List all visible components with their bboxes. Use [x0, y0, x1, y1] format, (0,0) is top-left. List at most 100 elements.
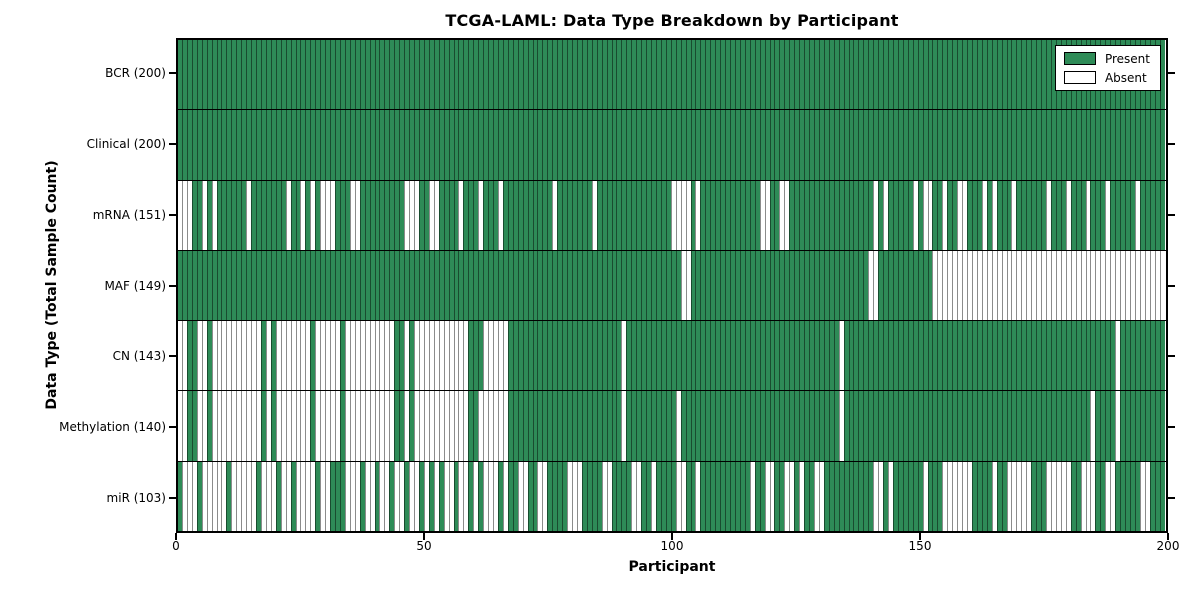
cell [813, 250, 819, 321]
cell [379, 180, 385, 250]
cell [843, 250, 849, 321]
cell [912, 40, 918, 110]
cell [1060, 180, 1066, 250]
cell [399, 461, 405, 531]
cell [280, 250, 286, 321]
cell [804, 461, 809, 531]
cell [256, 40, 261, 110]
cell [962, 110, 967, 180]
cell [794, 321, 800, 391]
cell [660, 250, 666, 321]
cell [221, 461, 227, 531]
y-tick-left [169, 72, 176, 75]
cell [749, 180, 755, 250]
cell [991, 250, 997, 321]
cell [201, 40, 207, 110]
cell [685, 40, 691, 110]
cell [280, 110, 286, 180]
cell [902, 180, 908, 250]
x-tick-label: 100 [660, 539, 684, 553]
cell [542, 391, 548, 461]
cell [705, 321, 711, 391]
y-tick-label-maf: MAF (149) [104, 278, 166, 293]
cell [478, 321, 484, 391]
cell [947, 110, 953, 180]
cell [720, 321, 726, 391]
cell [971, 391, 977, 461]
cell [453, 40, 459, 110]
cell [1100, 391, 1106, 461]
cell [596, 250, 602, 321]
cell [1060, 461, 1066, 531]
cell [744, 321, 750, 391]
cell [1060, 321, 1066, 391]
cell [888, 180, 893, 250]
cell [616, 180, 622, 250]
cell [621, 461, 627, 531]
cell [636, 391, 642, 461]
cell [986, 180, 992, 250]
cell [690, 391, 696, 461]
cell [883, 110, 888, 180]
cell [275, 321, 281, 391]
cell [907, 110, 913, 180]
cell [359, 391, 365, 461]
cell [794, 391, 800, 461]
cell [1046, 40, 1051, 110]
cell [981, 321, 987, 391]
cell [967, 180, 972, 250]
y-tick-label-clinical: Clinical (200) [86, 137, 166, 152]
cell [428, 391, 434, 461]
cell [720, 461, 726, 531]
cell [567, 321, 572, 391]
cell [725, 250, 730, 321]
cell [562, 391, 568, 461]
cell [542, 110, 548, 180]
cell [1016, 321, 1022, 391]
cell [769, 391, 775, 461]
cell [256, 321, 261, 391]
cell [784, 250, 790, 321]
cell [1149, 321, 1155, 391]
cell [379, 110, 385, 180]
cell [626, 40, 632, 110]
cell [902, 250, 908, 321]
cell [384, 321, 390, 391]
cell [275, 250, 281, 321]
cell [206, 40, 212, 110]
cell [858, 391, 864, 461]
cell [478, 110, 484, 180]
cell [315, 321, 321, 391]
cell [764, 461, 770, 531]
cell [779, 250, 785, 321]
cell [804, 40, 809, 110]
cell [1159, 391, 1165, 461]
cell [967, 110, 972, 180]
cell [907, 461, 913, 531]
cell [339, 321, 345, 391]
cell [991, 110, 997, 180]
cell [349, 321, 355, 391]
cell [567, 391, 572, 461]
cell [260, 110, 266, 180]
cell [236, 250, 242, 321]
cell [932, 110, 938, 180]
cell [473, 461, 479, 531]
cell [522, 391, 528, 461]
cell [616, 250, 622, 321]
cell [586, 321, 592, 391]
cell [1031, 180, 1037, 250]
cell [241, 321, 247, 391]
cell [359, 461, 365, 531]
cell [483, 40, 489, 110]
cell [305, 321, 311, 391]
cell [260, 461, 266, 531]
cell [670, 321, 676, 391]
cell [1095, 250, 1101, 321]
cell [907, 40, 913, 110]
cell [295, 40, 301, 110]
cell [883, 321, 888, 391]
x-tick [423, 533, 425, 540]
cell [191, 461, 197, 531]
cell [922, 391, 928, 461]
